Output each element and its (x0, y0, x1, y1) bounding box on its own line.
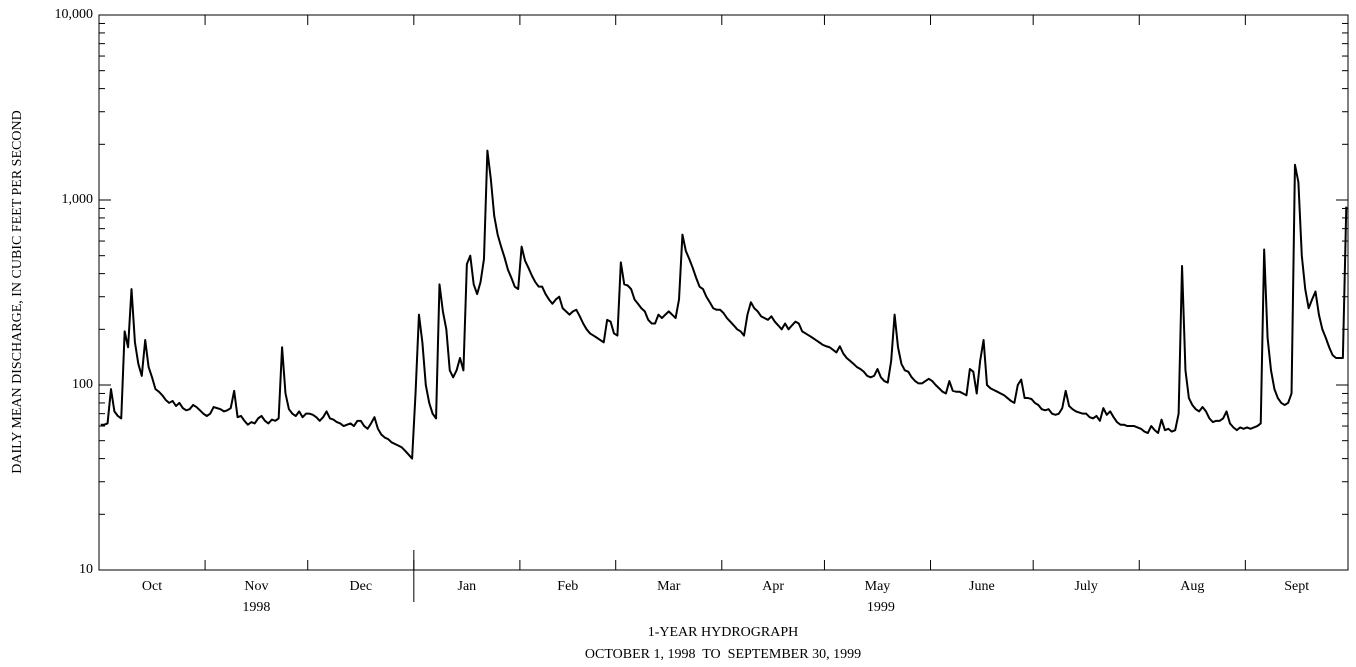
y-tick-label: 1,000 (62, 192, 94, 207)
x-tick-label: July (1075, 579, 1098, 594)
y-tick-label: 10 (79, 562, 93, 577)
x-tick-label: Oct (142, 579, 162, 594)
y-tick-label: 100 (72, 377, 93, 392)
x-tick-label: Mar (657, 579, 681, 594)
plot-frame (98, 14, 1349, 571)
x-tick-label: Feb (557, 579, 578, 594)
discharge-line (100, 149, 1348, 460)
x-tick-label: Dec (350, 579, 373, 594)
x-tick-label: Jan (458, 579, 477, 594)
x-tick-label: Sept (1284, 579, 1309, 594)
chart-subtitle: OCTOBER 1, 1998 TO SEPTEMBER 30, 1999 (585, 647, 861, 662)
x-tick-label: May (865, 579, 891, 594)
year-label: 1999 (867, 600, 895, 615)
y-axis-label: DAILY MEAN DISCHARGE, IN CUBIC FEET PER … (10, 110, 25, 473)
year-label: 1998 (242, 600, 270, 615)
x-tick-label: Nov (244, 579, 268, 594)
y-tick-label: 10,000 (55, 7, 94, 22)
x-tick-label: Aug (1180, 579, 1204, 594)
x-tick-label: June (969, 579, 995, 594)
x-tick-label: Apr (762, 579, 784, 594)
chart-title: 1-YEAR HYDROGRAPH (648, 625, 799, 640)
